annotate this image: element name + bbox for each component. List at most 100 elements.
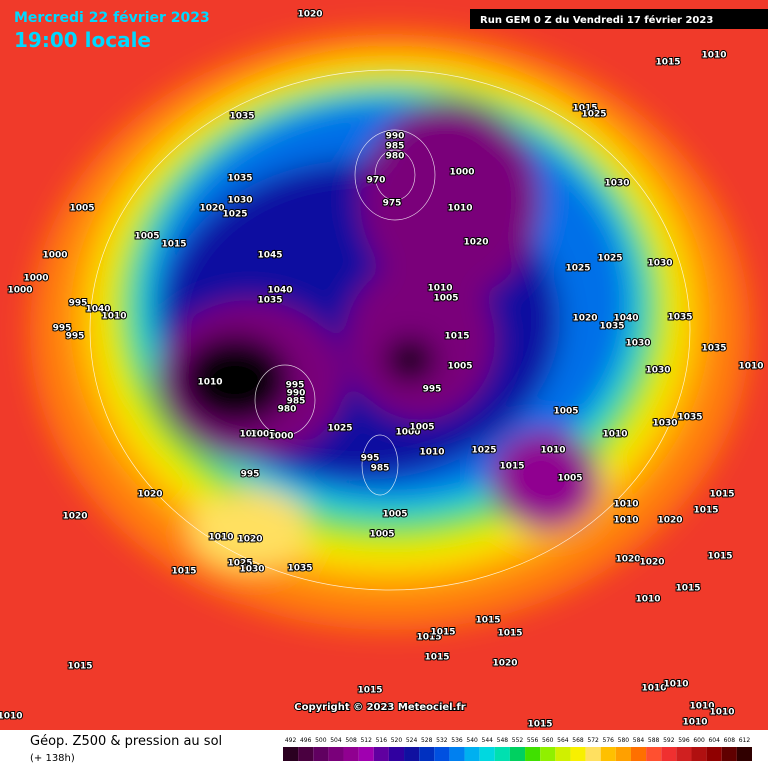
- isobar-label: 1005: [557, 474, 582, 484]
- isobar-label: 1015: [67, 662, 92, 672]
- colorbar-swatch: [706, 747, 722, 761]
- colorbar-label: 564: [557, 737, 569, 744]
- colorbar-swatch: [479, 747, 495, 761]
- colorbar-swatch: [585, 747, 601, 761]
- field-508: [490, 430, 600, 530]
- colorbar-swatch: [646, 747, 662, 761]
- colorbar-swatch: [298, 747, 314, 761]
- isobar-label: 995: [286, 381, 305, 391]
- isobar-label: 1035: [257, 296, 282, 306]
- colorbar-swatch: [283, 747, 299, 761]
- isobar-label: 1020: [137, 490, 162, 500]
- field-492a: [180, 335, 290, 425]
- isobar-label: 1025: [597, 254, 622, 264]
- date: Mercredi 22 février 2023: [14, 10, 210, 26]
- colorbar-swatch: [373, 747, 389, 761]
- isobar-label: 1005: [250, 430, 275, 440]
- colorbar-swatch: [434, 747, 450, 761]
- isobar-label: 1010: [540, 446, 565, 456]
- isobar-label: 1005: [369, 530, 394, 540]
- isobar-label: 1015: [709, 490, 734, 500]
- isobar-label: 1005: [433, 294, 458, 304]
- isobar-label: 1020: [199, 204, 224, 214]
- height-field: [30, 30, 750, 630]
- isobar: [89, 69, 691, 591]
- colorbar-swatch: [676, 747, 692, 761]
- colorbar-label: 536: [451, 737, 463, 744]
- colorbar-label: 560: [542, 737, 554, 744]
- colorbar-swatch: [509, 747, 526, 761]
- isobar-label: 1010: [635, 595, 660, 605]
- isobar-label: 995: [423, 385, 442, 395]
- isobar-label: 1015: [424, 653, 449, 663]
- isobar-label: 1015: [707, 552, 732, 562]
- isobar-label: 1010: [709, 708, 734, 718]
- colorbar-label: 604: [708, 737, 720, 744]
- isobar-label: 975: [383, 199, 402, 209]
- isobar-label: 990: [386, 132, 405, 142]
- isobar-label: 1035: [227, 174, 252, 184]
- colorbar-label: 596: [678, 737, 690, 744]
- isobar-label: 1035: [667, 313, 692, 323]
- time: 19:00 locale: [14, 28, 151, 52]
- isobar-label: 1010: [689, 702, 714, 712]
- colorbar-label: 516: [376, 737, 388, 744]
- isobar-label: 1010: [447, 204, 472, 214]
- colorbar-label: 612: [739, 737, 751, 744]
- isobar-label: 1010: [197, 378, 222, 388]
- isobar-label: 1015: [416, 633, 441, 643]
- isobar-label: 1040: [613, 314, 638, 324]
- isobar-label: 1020: [492, 659, 517, 669]
- colorbar-swatch: [630, 747, 647, 761]
- isobar-label: 1015: [693, 506, 718, 516]
- colorbar-label: 588: [648, 737, 660, 744]
- colorbar-swatch: [570, 747, 586, 761]
- isobar-label: 1005: [553, 407, 578, 417]
- isobar-label: 1015: [171, 567, 196, 577]
- colorbar-swatch: [736, 747, 752, 761]
- colorbar-label: 548: [497, 737, 509, 744]
- isobar-label: 1030: [645, 366, 670, 376]
- colorbar-label: 524: [406, 737, 418, 744]
- colorbar-label: 576: [603, 737, 615, 744]
- colorbar-swatch: [343, 747, 359, 761]
- colorbar-swatch: [464, 747, 480, 761]
- colorbar-label: 552: [512, 737, 524, 744]
- isobar-label: 1040: [85, 305, 110, 315]
- isobar-label: 1010: [682, 718, 707, 728]
- colorbar-swatch: [555, 747, 571, 761]
- isobar-label: 1020: [297, 10, 322, 20]
- isobar-label: 1000: [42, 251, 67, 261]
- footer-title: Géop. Z500 & pression au sol: [30, 734, 222, 749]
- isobar-label: 1020: [657, 516, 682, 526]
- isobar-label: 1035: [229, 112, 254, 122]
- colorbar-label: 520: [391, 737, 403, 744]
- colorbar-swatch: [449, 747, 465, 761]
- isobar-label: 1030: [647, 259, 672, 269]
- colorbar-swatch: [721, 747, 737, 761]
- isobar-label: 995: [53, 324, 72, 334]
- isobar-label: 1015: [499, 462, 524, 472]
- isobar-label: 1000: [449, 168, 474, 178]
- colorbar-swatch: [525, 747, 541, 761]
- isobar-label: 1020: [62, 512, 87, 522]
- isobar-label: 1010: [738, 362, 763, 372]
- isobar-label: 1015: [161, 240, 186, 250]
- isobar-label: 980: [386, 152, 405, 162]
- isobar-label: 1005: [447, 362, 472, 372]
- isobar-label: 1010: [613, 500, 638, 510]
- isobar-label: 1030: [604, 179, 629, 189]
- isobar-label: 1010: [701, 51, 726, 61]
- isobar-label: 1035: [287, 564, 312, 574]
- isobar-label: 1020: [615, 555, 640, 565]
- isobar-label: 1025: [471, 446, 496, 456]
- isobar-label: 1025: [227, 559, 252, 569]
- colorbar-swatch: [358, 747, 374, 761]
- isobar-label: 1015: [430, 628, 455, 638]
- isobar-label: 1015: [572, 104, 597, 114]
- isobar-label: 995: [66, 332, 85, 342]
- isobar-label: 985: [386, 142, 405, 152]
- isobar-label: 970: [367, 176, 386, 186]
- field-ridge: [190, 490, 310, 570]
- isobar-label: 1015: [655, 58, 680, 68]
